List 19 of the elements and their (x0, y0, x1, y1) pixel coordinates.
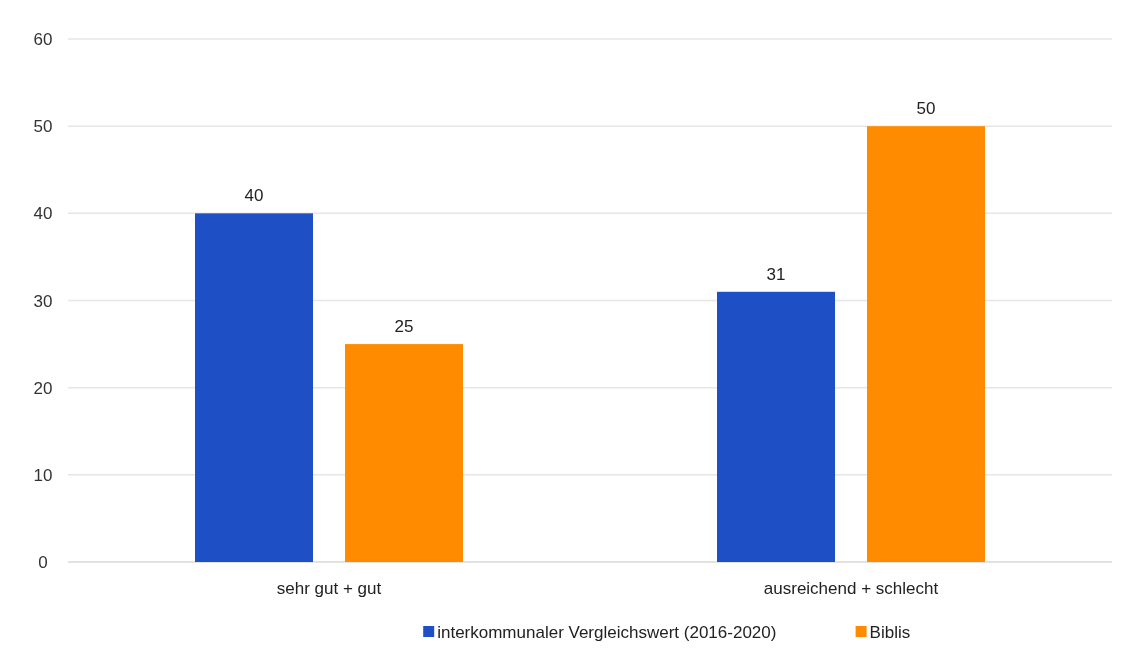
data-label: 50 (916, 99, 936, 119)
bar (345, 344, 463, 562)
data-label: 31 (766, 264, 786, 284)
legend-label: interkommunaler Vergleichswert (2016-2020) (437, 623, 777, 642)
y-tick-label: 10 (33, 465, 53, 485)
bar (867, 126, 985, 562)
x-tick-label: sehr gut + gut (276, 579, 382, 598)
y-tick-label: 0 (38, 553, 48, 572)
y-tick-label: 60 (33, 30, 53, 49)
bar (195, 213, 313, 562)
x-tick-label: ausreichend + schlecht (763, 579, 939, 598)
data-label: 25 (394, 317, 414, 337)
legend-label: Biblis (869, 623, 911, 642)
y-tick-label: 50 (33, 117, 53, 137)
y-tick-label: 20 (33, 378, 53, 398)
y-tick-label: 30 (33, 291, 53, 311)
data-label: 40 (244, 186, 264, 206)
bar (717, 291, 835, 562)
y-tick-label: 40 (33, 204, 53, 224)
